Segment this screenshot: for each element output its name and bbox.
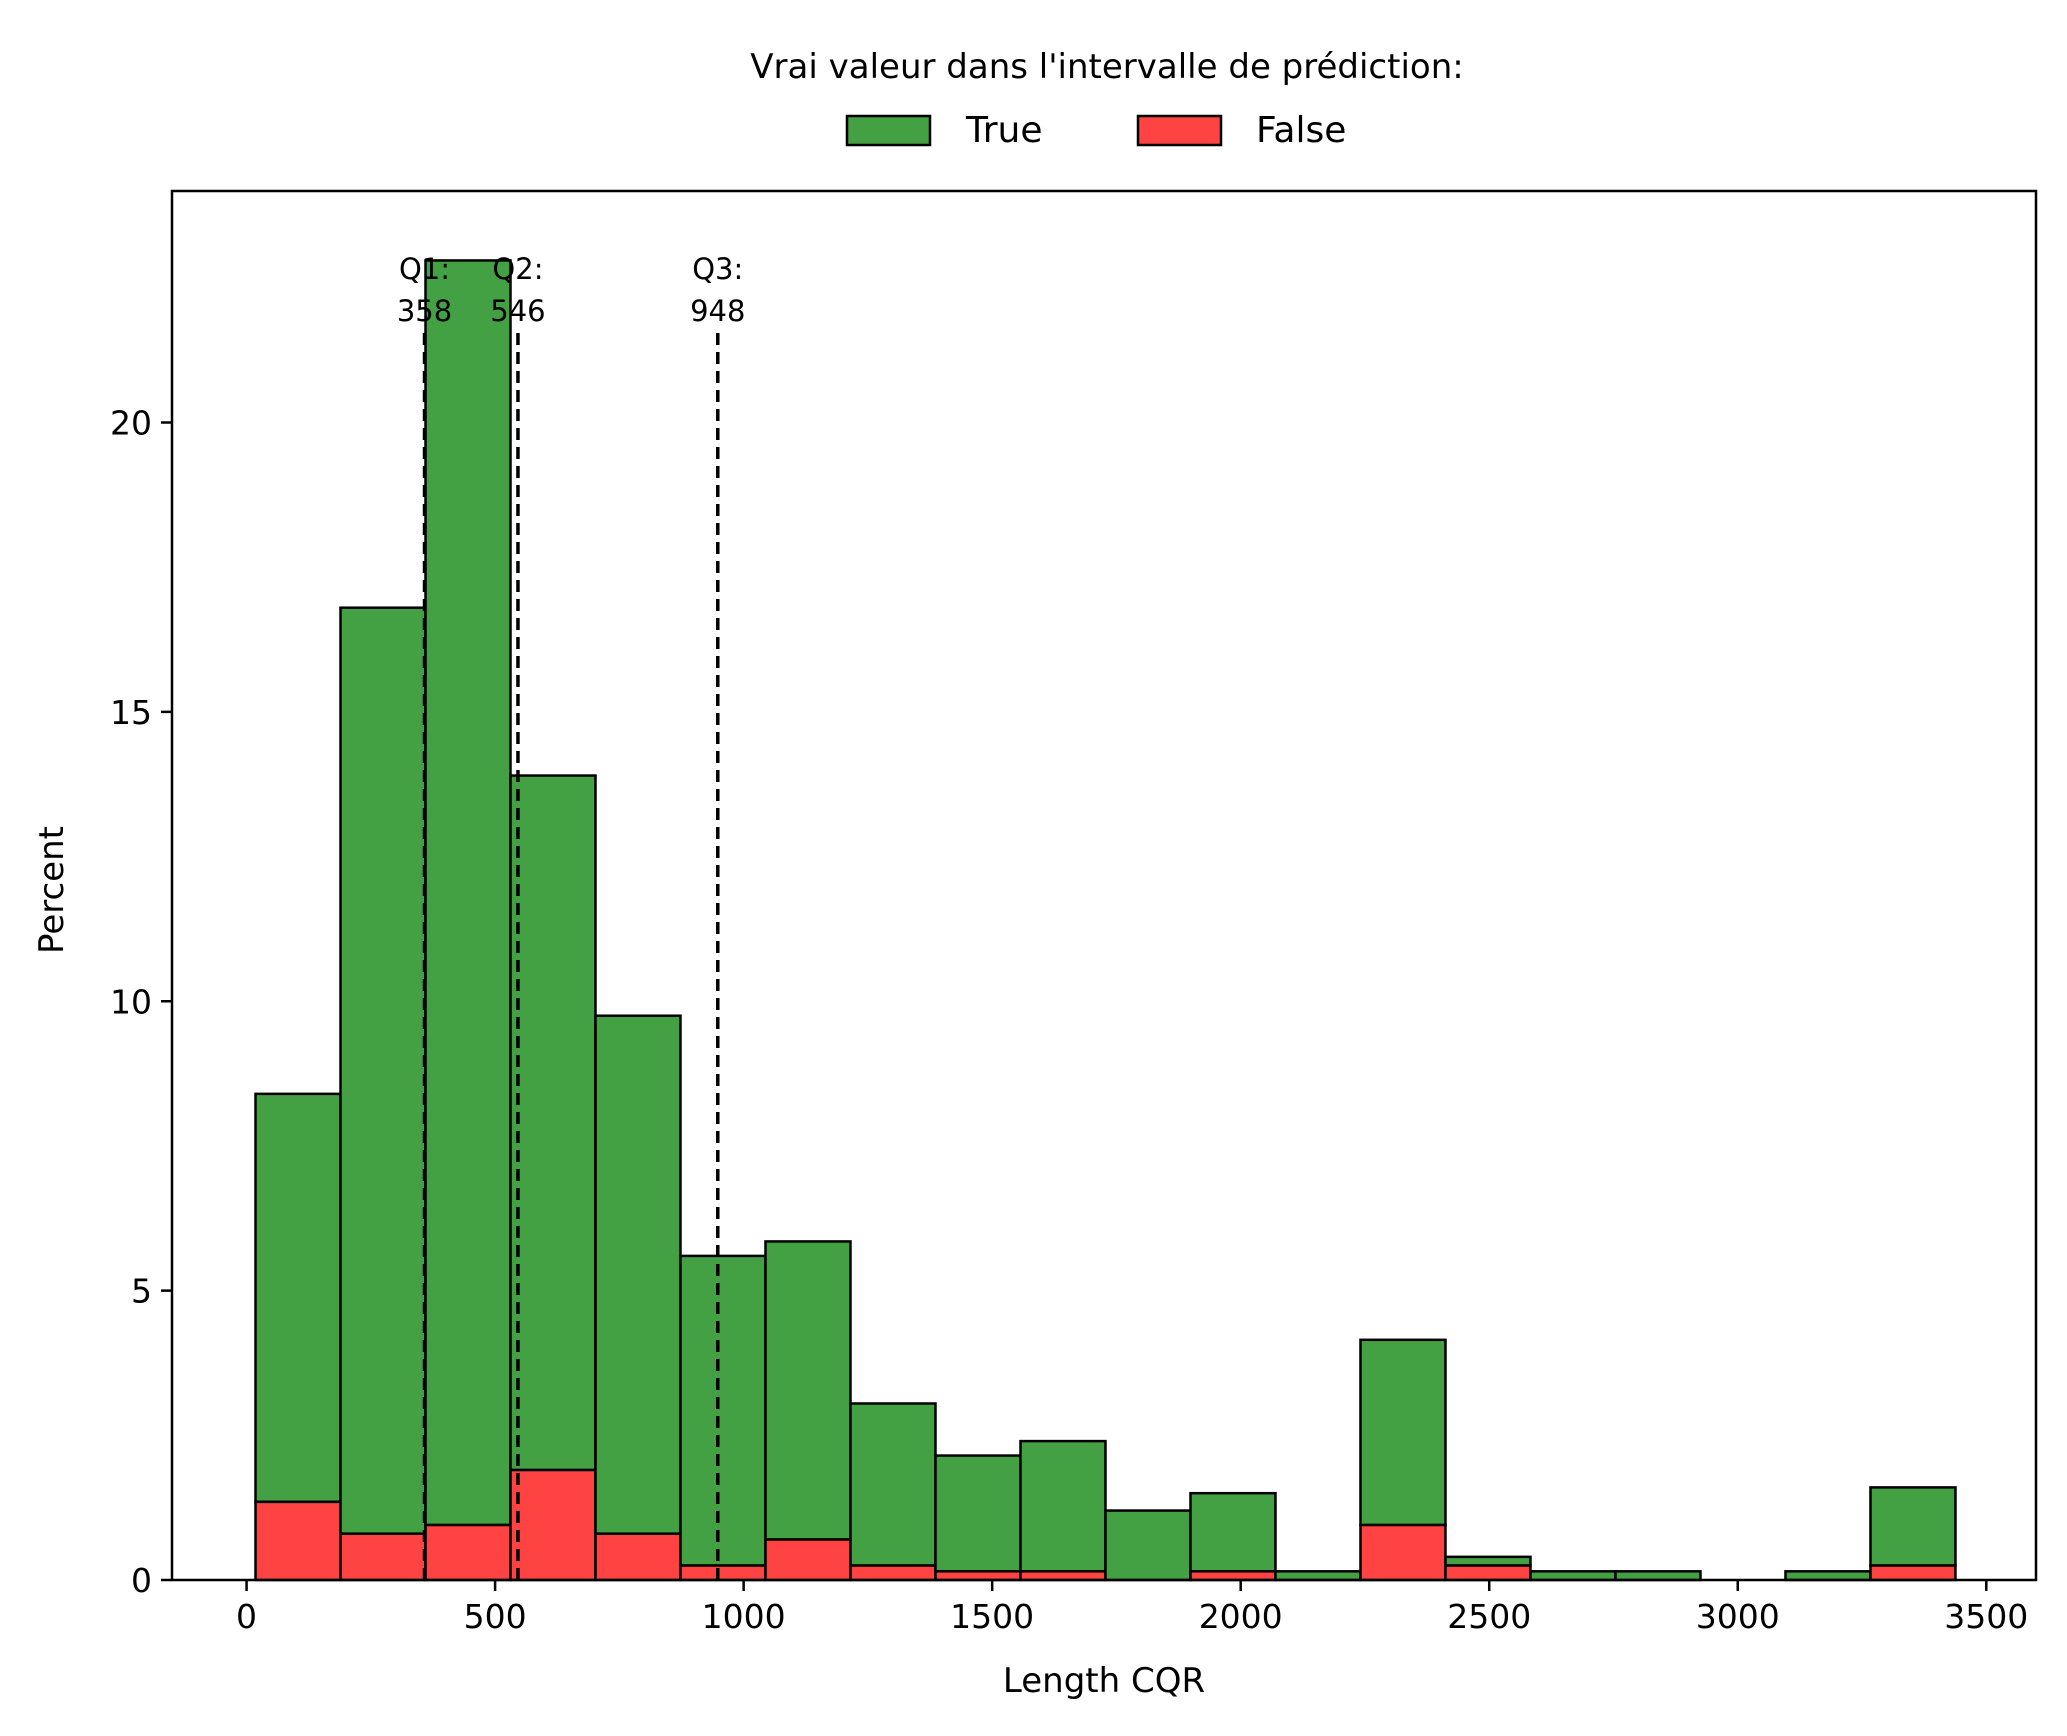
- quartile-label-3: Q3:: [692, 252, 743, 286]
- bar-true-11: [1189, 1491, 1277, 1573]
- bar-true-10: [1104, 1509, 1192, 1582]
- x-tick-label-3: 1500: [950, 1597, 1034, 1636]
- quartile-value-1: 358: [397, 294, 452, 328]
- bar-true-2: [424, 259, 512, 1527]
- bar-true-7: [849, 1402, 937, 1567]
- legend-swatch-true: [845, 114, 932, 147]
- x-tick-label-0: 0: [236, 1597, 257, 1636]
- bar-false-3: [509, 1468, 597, 1582]
- bar-false-0: [254, 1500, 342, 1582]
- legend-swatch-false: [1136, 114, 1223, 147]
- y-axis: 0 5 10 15 20: [110, 404, 172, 1600]
- legend-label-true: True: [965, 110, 1042, 151]
- x-tick-label-7: 3500: [1944, 1597, 2028, 1636]
- y-axis-label: Percent: [32, 826, 72, 954]
- bar-false-4: [594, 1532, 682, 1582]
- bars-layer: [254, 259, 1957, 1582]
- x-tick-label-2: 1000: [702, 1597, 786, 1636]
- bar-true-15: [1529, 1570, 1617, 1582]
- bar-false-5: [679, 1564, 767, 1582]
- x-axis-label: Length CQR: [1003, 1661, 1205, 1701]
- bar-true-13: [1359, 1338, 1447, 1527]
- bar-true-12: [1274, 1570, 1362, 1582]
- bar-false-13: [1359, 1523, 1447, 1582]
- bar-true-19: [1869, 1486, 1957, 1567]
- bar-false-8: [934, 1570, 1022, 1582]
- bar-false-1: [339, 1532, 427, 1582]
- bar-true-8: [934, 1454, 1022, 1573]
- bar-false-9: [1019, 1570, 1107, 1582]
- bar-false-6: [764, 1538, 852, 1582]
- bar-false-11: [1189, 1570, 1277, 1582]
- bar-true-18: [1784, 1570, 1872, 1582]
- quartile-label-1: Q1:: [399, 252, 450, 286]
- x-tick-label-1: 500: [464, 1597, 527, 1636]
- y-tick-label-1: 5: [131, 1272, 152, 1311]
- x-tick-label-4: 2000: [1199, 1597, 1283, 1636]
- bar-true-0: [254, 1092, 342, 1504]
- bar-true-4: [594, 1014, 682, 1535]
- plot-frame: [170, 189, 2038, 1582]
- x-tick-label-5: 2500: [1447, 1597, 1531, 1636]
- y-tick-label-4: 20: [110, 404, 152, 443]
- bar-true-9: [1019, 1439, 1107, 1573]
- bar-true-1: [339, 606, 427, 1535]
- quartile-value-3: 948: [690, 294, 745, 328]
- bar-true-5: [679, 1254, 767, 1567]
- x-axis: 0 500 1000 1500 2000 2500 3000 3500: [236, 1580, 2028, 1636]
- legend-title: Vrai valeur dans l'intervalle de prédict…: [750, 47, 1463, 87]
- quartile-lines-layer: Q1: 358 Q2: 546 Q3: 948: [397, 252, 745, 1580]
- bar-false-19: [1869, 1564, 1957, 1582]
- y-tick-label-2: 10: [110, 982, 152, 1021]
- bar-true-16: [1614, 1570, 1702, 1582]
- bar-false-14: [1444, 1564, 1532, 1582]
- x-tick-label-6: 3000: [1696, 1597, 1780, 1636]
- quartile-label-2: Q2:: [492, 252, 543, 286]
- y-tick-label-3: 15: [110, 693, 152, 732]
- bar-false-2: [424, 1523, 512, 1582]
- legend: Vrai valeur dans l'intervalle de prédict…: [750, 47, 1463, 151]
- bar-true-14: [1444, 1555, 1532, 1567]
- legend-label-false: False: [1256, 110, 1346, 151]
- quartile-value-2: 546: [490, 294, 545, 328]
- bar-false-7: [849, 1564, 937, 1582]
- bar-true-6: [764, 1240, 852, 1541]
- bar-true-3: [509, 774, 597, 1472]
- y-tick-label-0: 0: [131, 1561, 152, 1600]
